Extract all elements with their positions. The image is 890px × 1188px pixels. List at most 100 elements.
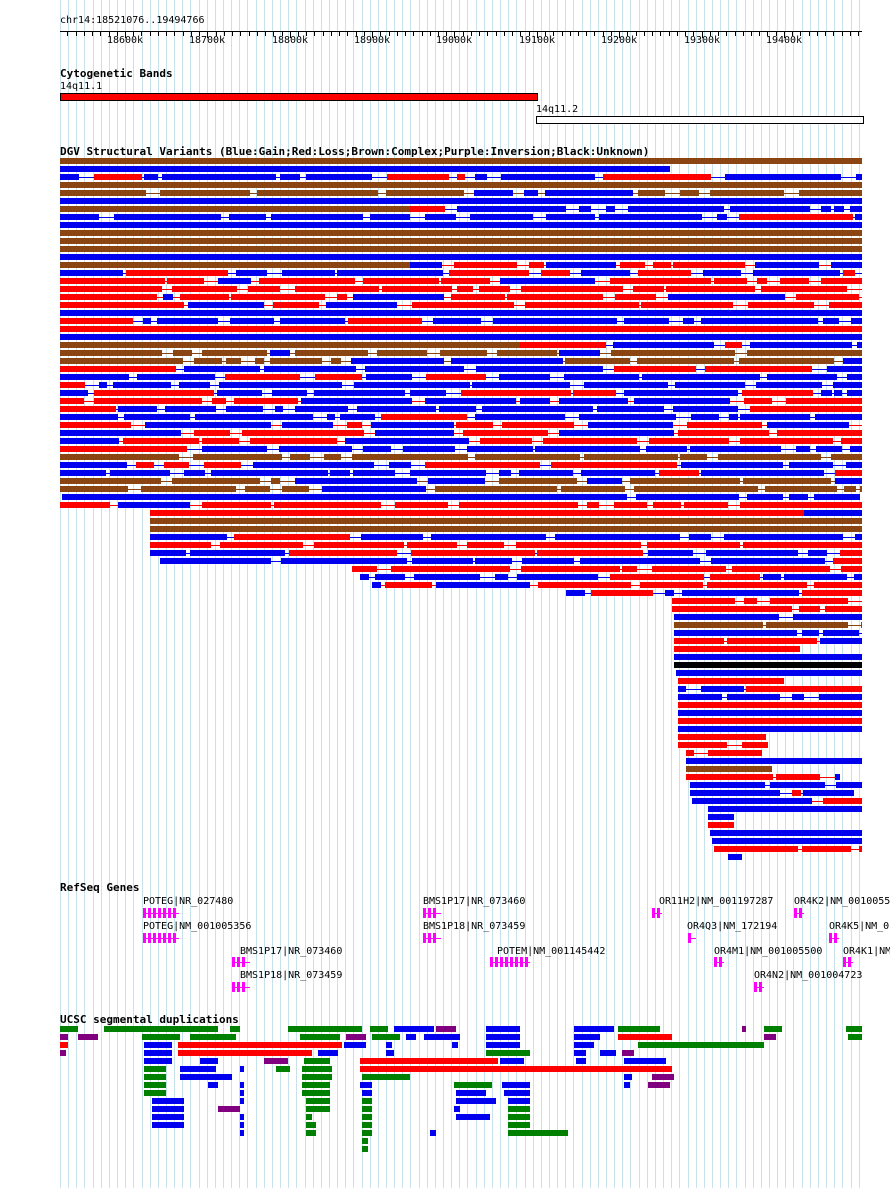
segdup-feature[interactable] [362,1074,410,1080]
dgv-variant[interactable] [173,350,192,356]
dgv-variant[interactable] [816,446,842,452]
dgv-variant[interactable] [60,174,79,180]
dgv-variant[interactable] [113,382,171,388]
dgv-variant[interactable] [180,294,229,300]
dgv-variant[interactable] [678,702,862,708]
dgv-variant[interactable] [271,478,280,484]
segdup-feature[interactable] [362,1122,372,1128]
dgv-variant[interactable] [808,550,827,556]
segdup-feature[interactable] [486,1034,520,1040]
dgv-variant[interactable] [60,398,84,404]
dgv-variant[interactable] [850,446,862,452]
dgv-variant[interactable] [94,398,202,404]
dgv-variant[interactable] [829,302,862,308]
dgv-variant[interactable] [330,470,350,476]
dgv-variant[interactable] [802,846,851,852]
dgv-variant[interactable] [463,430,548,436]
dgv-variant[interactable] [230,318,274,324]
dgv-variant[interactable] [280,174,300,180]
segdup-feature[interactable] [372,1034,400,1040]
dgv-variant[interactable] [410,262,442,268]
dgv-variant[interactable] [821,206,831,212]
segdup-feature[interactable] [60,1034,68,1040]
segdup-feature[interactable] [618,1026,660,1032]
dgv-variant[interactable] [314,390,405,396]
dgv-variant[interactable] [854,574,862,580]
dgv-variant[interactable] [591,590,653,596]
dgv-variant[interactable] [746,686,862,692]
dgv-variant[interactable] [411,550,535,556]
segdup-feature[interactable] [456,1098,496,1104]
dgv-variant[interactable] [520,398,550,404]
gene-label[interactable]: OR4N2|NM_001004723 [754,970,863,981]
dgv-variant[interactable] [786,398,862,404]
dgv-variant[interactable] [614,366,696,372]
dgv-variant[interactable] [94,390,214,396]
dgv-variant[interactable] [479,286,510,292]
segdup-feature[interactable] [360,1058,498,1064]
dgv-variant[interactable] [123,438,199,444]
dgv-variant[interactable] [193,454,282,460]
dgv-variant[interactable] [546,262,616,268]
dgv-variant[interactable] [361,534,423,540]
dgv-variant[interactable] [730,206,810,212]
dgv-variant[interactable] [482,406,593,412]
dgv-variant[interactable] [412,302,514,308]
dgv-variant[interactable] [776,774,820,780]
dgv-variant[interactable] [614,502,647,508]
dgv-variant[interactable] [686,750,694,756]
segdup-feature[interactable] [152,1122,184,1128]
dgv-variant[interactable] [524,190,538,196]
dgv-variant[interactable] [167,278,204,284]
segdup-feature[interactable] [144,1090,166,1096]
dgv-variant[interactable] [674,638,724,644]
dgv-variant[interactable] [765,486,837,492]
dgv-variant[interactable] [792,694,804,700]
dgv-variant[interactable] [610,278,711,284]
gene-label[interactable]: OR4K2|NM_0010055 [794,896,890,907]
segdup-feature[interactable] [424,1034,460,1040]
dgv-variant[interactable] [454,262,517,268]
dgv-variant[interactable] [306,174,372,180]
dgv-variant[interactable] [435,486,557,492]
dgv-variant[interactable] [770,598,848,604]
dgv-variant[interactable] [412,558,473,564]
dgv-variant[interactable] [236,270,267,276]
gene-label[interactable]: BMS1P17|NR_073460 [423,896,526,907]
dgv-variant[interactable] [439,406,476,412]
dgv-variant[interactable] [637,358,734,364]
dgv-variant[interactable] [844,486,856,492]
dgv-variant[interactable] [841,566,862,572]
gene-label[interactable]: BMS1P18|NR_073459 [240,970,343,981]
segdup-feature[interactable] [618,1034,672,1040]
segdup-feature[interactable] [276,1066,290,1072]
dgv-variant[interactable] [289,550,397,556]
dgv-variant[interactable] [847,390,862,396]
dgv-variant[interactable] [690,782,765,788]
segdup-feature[interactable] [508,1130,568,1136]
dgv-variant[interactable] [255,358,264,364]
dgv-variant[interactable] [599,214,702,220]
segdup-feature[interactable] [624,1058,666,1064]
dgv-variant[interactable] [219,382,342,388]
dgv-variant[interactable] [646,446,687,452]
segdup-feature[interactable] [306,1130,316,1136]
dgv-variant[interactable] [60,158,862,164]
dgv-variant[interactable] [500,278,595,284]
dgv-variant[interactable] [275,406,283,412]
dgv-variant[interactable] [744,598,757,604]
dgv-variant[interactable] [322,486,426,492]
dgv-variant[interactable] [640,582,703,588]
segdup-feature[interactable] [144,1050,172,1056]
dgv-variant[interactable] [707,582,807,588]
dgv-variant[interactable] [742,742,768,748]
dgv-variant[interactable] [375,574,405,580]
dgv-variant[interactable] [391,566,510,572]
dgv-variant[interactable] [566,590,585,596]
dgv-variant[interactable] [642,374,760,380]
segdup-feature[interactable] [846,1026,862,1032]
segdup-feature[interactable] [360,1066,672,1072]
dgv-variant[interactable] [60,246,862,252]
dgv-variant[interactable] [363,446,391,452]
dgv-variant[interactable] [348,318,422,324]
